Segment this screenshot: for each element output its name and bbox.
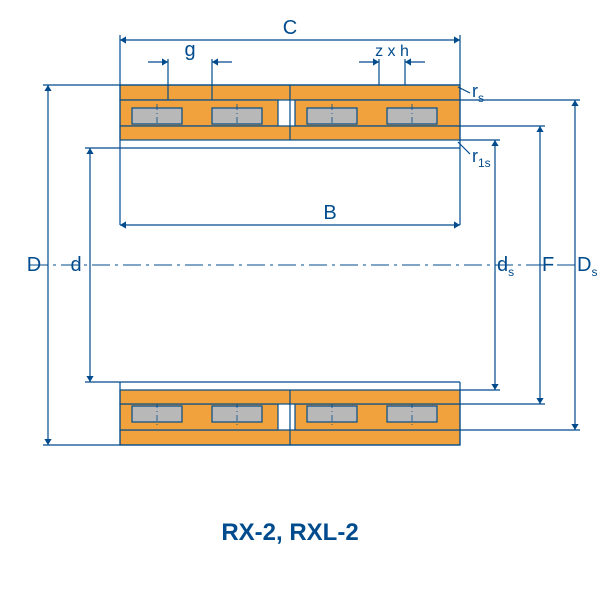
svg-text:rs: rs <box>472 81 484 105</box>
diagram-title: RX-2, RXL-2 <box>221 519 358 546</box>
svg-text:C: C <box>283 17 297 39</box>
svg-text:D: D <box>27 254 41 276</box>
svg-text:d: d <box>70 254 81 276</box>
svg-text:z x h: z x h <box>375 43 409 60</box>
svg-text:g: g <box>184 39 195 61</box>
svg-text:F: F <box>542 254 554 276</box>
svg-text:Ds: Ds <box>577 254 597 279</box>
svg-text:ds: ds <box>497 254 514 279</box>
svg-text:r1s: r1s <box>472 146 491 170</box>
svg-text:B: B <box>323 202 336 224</box>
bearing-diagram: Cg z x h B Dd ds F Ds rs r1s RX-2, RXL-2 <box>0 0 600 600</box>
